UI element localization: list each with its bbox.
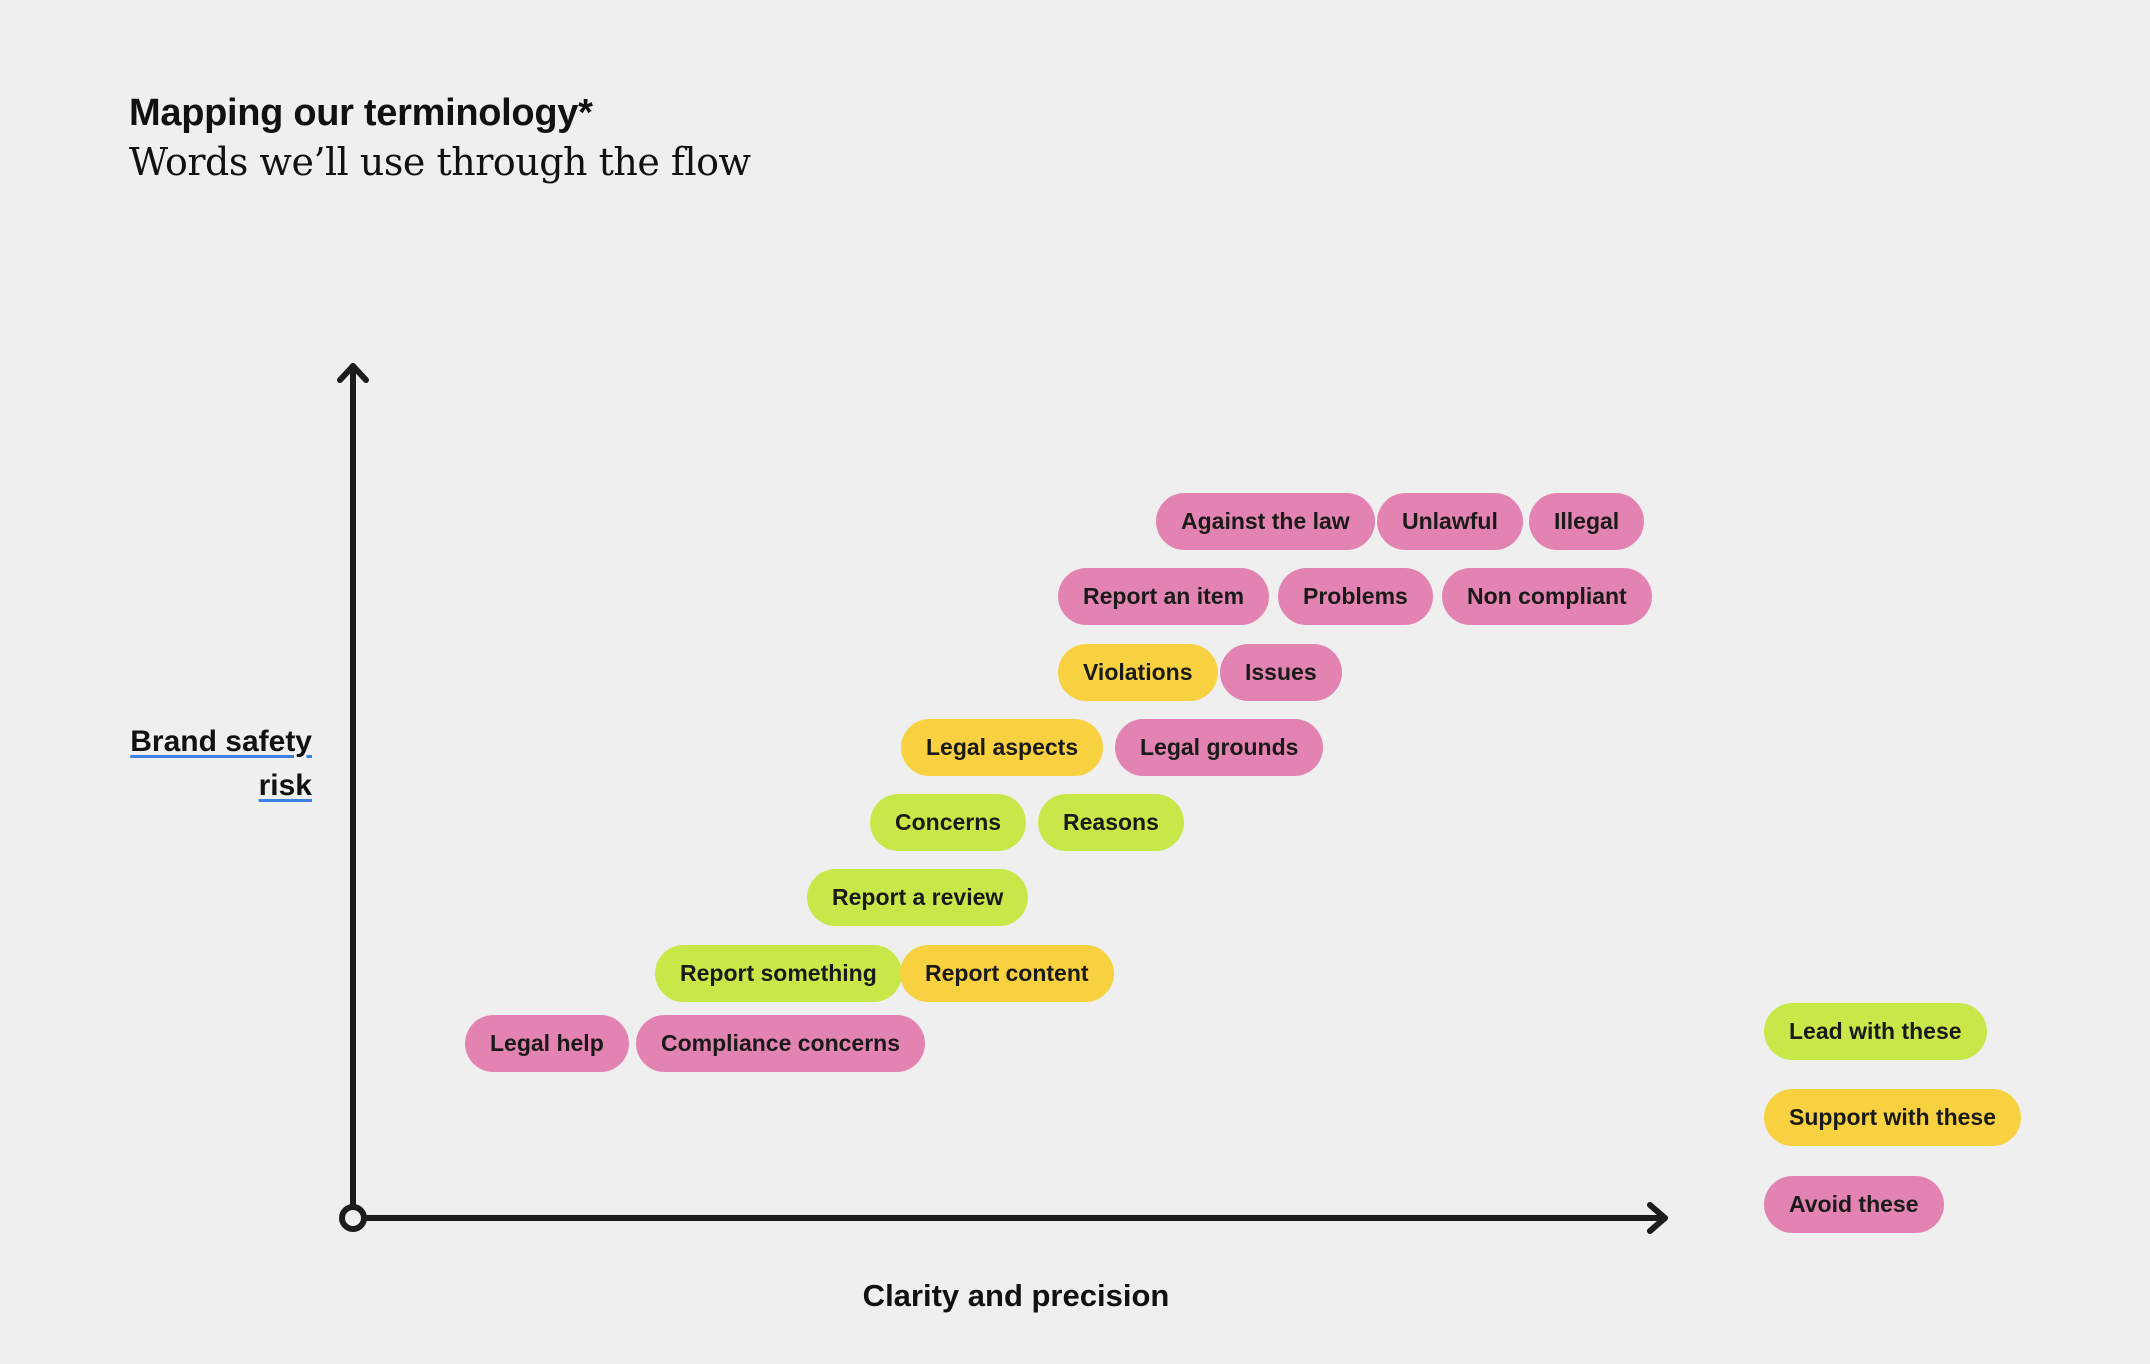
term-pill: Reasons <box>1038 794 1184 851</box>
x-axis-label: Clarity and precision <box>862 1278 1170 1313</box>
term-pill: Report something <box>655 945 902 1002</box>
term-pill: Problems <box>1278 568 1433 625</box>
diagram-subtitle: Words we’ll use through the flow <box>129 140 751 184</box>
legend-support: Support with these <box>1764 1089 2021 1146</box>
term-pill: Compliance concerns <box>636 1015 926 1072</box>
term-pill: Report content <box>900 945 1114 1002</box>
diagram-title: Mapping our terminology* <box>129 92 593 134</box>
y-axis-label: Brand safety risk <box>100 720 312 808</box>
y-axis-label-line2: risk <box>258 769 312 802</box>
term-pill: Against the law <box>1156 493 1375 550</box>
term-pill: Non compliant <box>1442 568 1652 625</box>
term-pill: Issues <box>1220 644 1342 701</box>
y-axis-arrowhead <box>337 363 369 383</box>
term-pill: Legal help <box>465 1015 629 1072</box>
term-pill: Illegal <box>1529 493 1645 550</box>
term-pill: Legal aspects <box>901 719 1104 776</box>
legend-avoid: Avoid these <box>1764 1176 1944 1233</box>
y-axis-label-line1: Brand safety <box>130 725 312 758</box>
term-pill: Report an item <box>1058 568 1270 625</box>
term-pill: Concerns <box>870 794 1027 851</box>
axis-origin-marker <box>339 1204 367 1232</box>
term-pill: Legal grounds <box>1115 719 1324 776</box>
term-pill: Report a review <box>807 869 1029 926</box>
x-axis-arrowhead <box>1647 1202 1668 1234</box>
legend-lead: Lead with these <box>1764 1003 1987 1060</box>
term-pill: Violations <box>1058 644 1218 701</box>
term-pill: Unlawful <box>1377 493 1523 550</box>
